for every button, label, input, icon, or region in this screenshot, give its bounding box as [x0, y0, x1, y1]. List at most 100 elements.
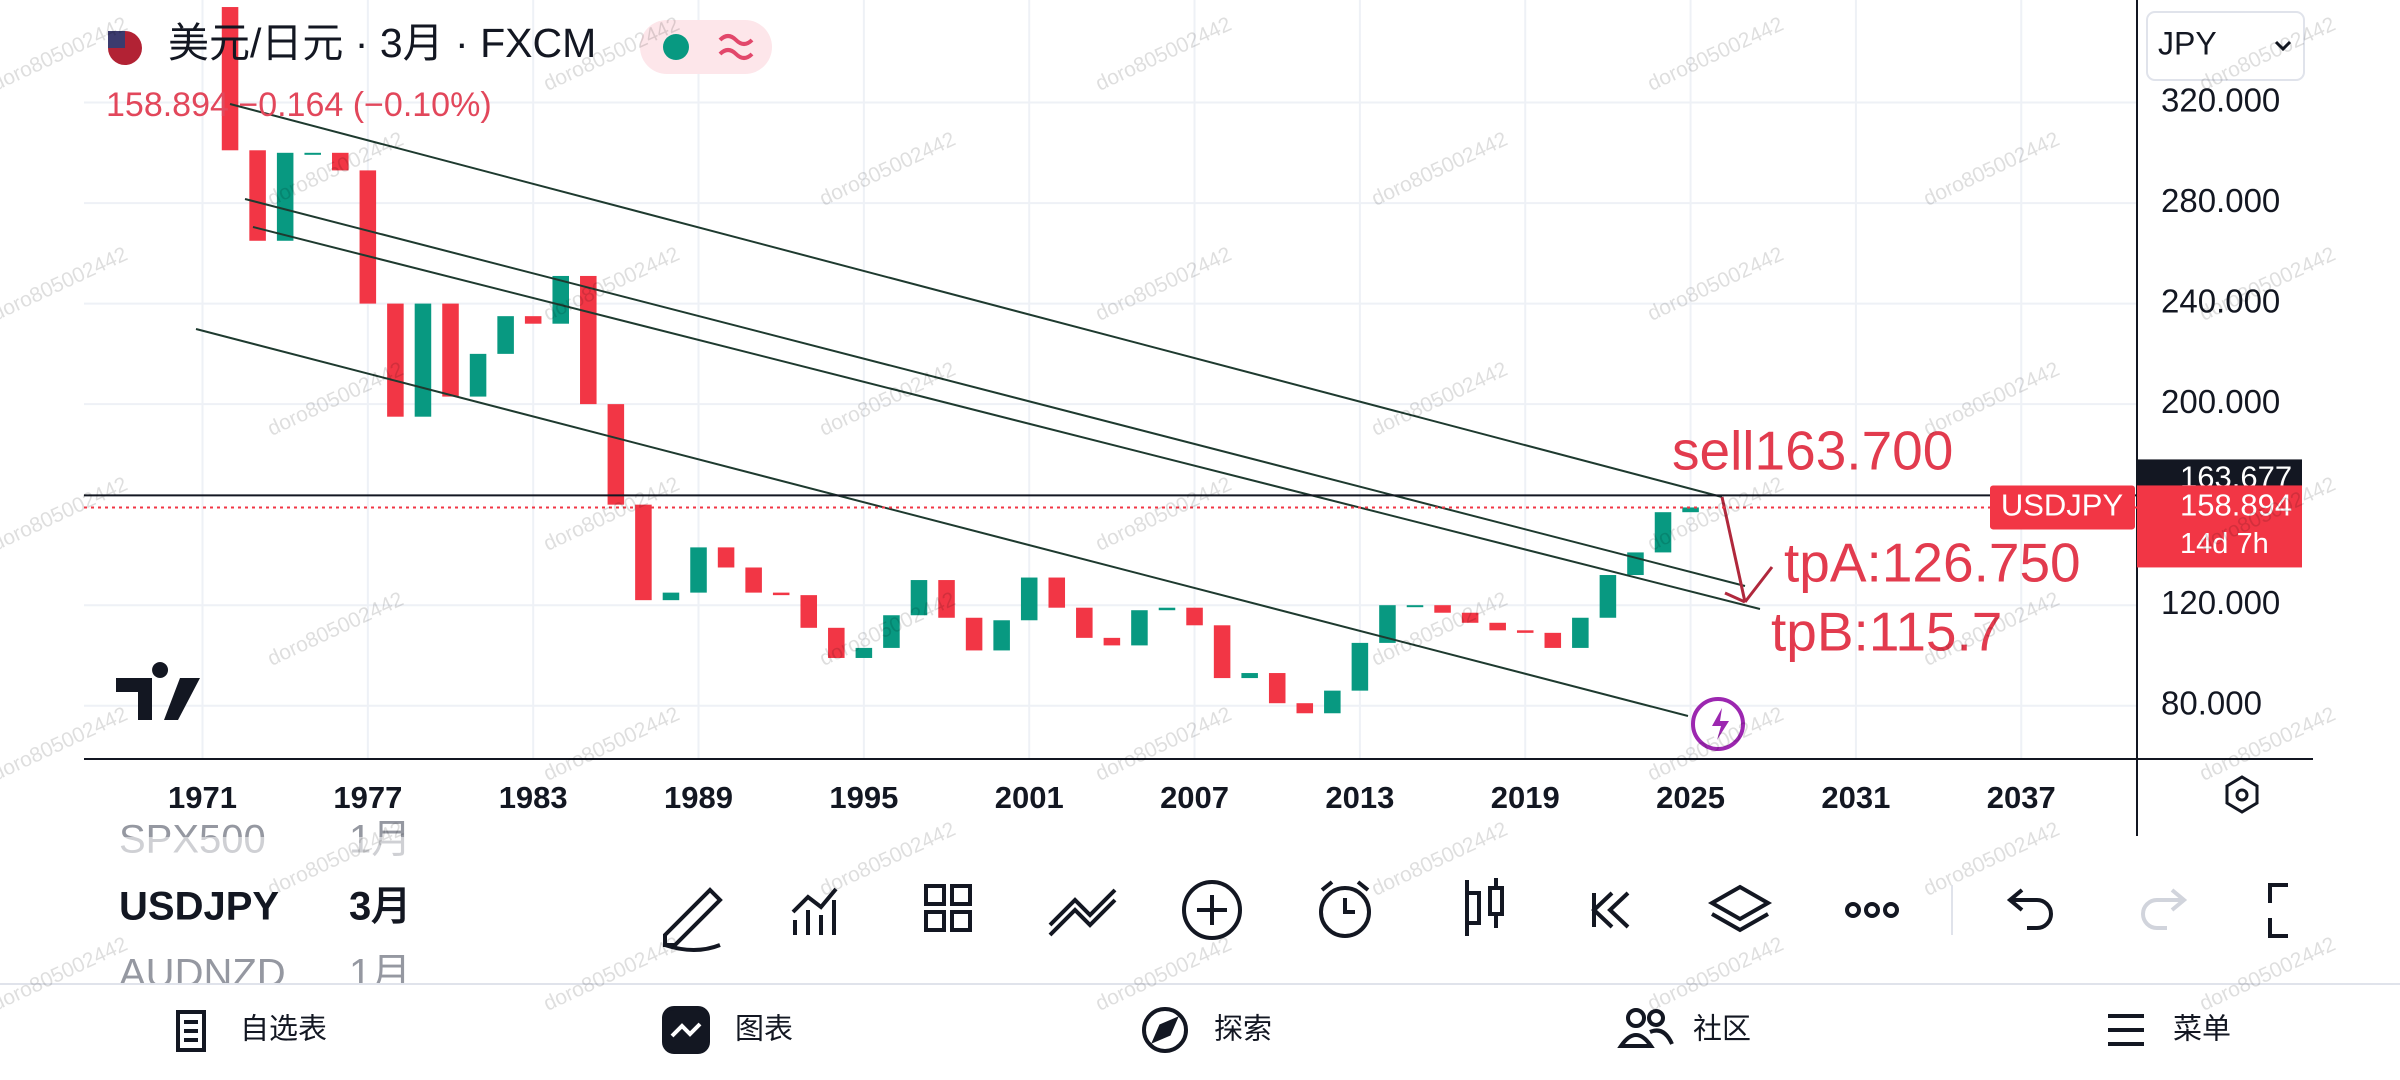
candle [1434, 605, 1451, 613]
watchlist-icon[interactable] [176, 1010, 206, 1052]
trend-line [195, 328, 1689, 717]
compare-icon[interactable] [1048, 888, 1117, 937]
indicator-icon[interactable] [791, 887, 838, 935]
delay-icon [718, 34, 754, 60]
candle [552, 275, 570, 324]
candle [910, 580, 928, 616]
countdown: 14d 7h [2180, 528, 2269, 560]
candle [1241, 673, 1258, 679]
x-tick-label: 1989 [664, 780, 733, 815]
candle [469, 353, 487, 397]
chart-type-icon[interactable] [1465, 878, 1504, 936]
replay-icon[interactable] [1591, 891, 1630, 929]
x-tick-label: 2013 [1325, 780, 1394, 815]
nav-label[interactable]: 自选表 [240, 1013, 327, 1046]
x-tick-label: 2037 [1987, 780, 2056, 815]
candle [1268, 673, 1286, 704]
candle [249, 150, 266, 241]
candle [1654, 512, 1672, 553]
y-tick-label: 80.000 [2161, 684, 2262, 721]
candle [1131, 610, 1148, 646]
alert-bolt [1712, 708, 1729, 740]
nav-label[interactable]: 探索 [1214, 1013, 1272, 1046]
candle [1076, 607, 1093, 638]
candle [1296, 703, 1314, 714]
grid: 1971 1977 1983 1989 1995 2001 2007 2013 2019 2025… [84, 0, 2280, 815]
nav: 自选表 图表 探索 社区 菜单 [240, 1013, 2231, 1046]
candle [717, 547, 735, 568]
candle [662, 592, 680, 601]
candle [1379, 605, 1396, 643]
candle [1682, 507, 1699, 513]
y-tick-label: 240.000 [2161, 282, 2280, 319]
annotation: sell163.700 [1672, 420, 1953, 482]
status-pill[interactable] [640, 20, 772, 74]
candle [332, 152, 349, 171]
candle [1461, 612, 1479, 623]
menu-icon[interactable] [2108, 1014, 2144, 1046]
last-price-label: 158.894 [2180, 488, 2292, 523]
candle [1599, 575, 1617, 618]
flag-icon [108, 31, 125, 48]
draw-icon[interactable] [663, 887, 723, 952]
settings-icon [2235, 788, 2249, 802]
nav-label[interactable]: 图表 [735, 1013, 793, 1046]
candle [442, 303, 459, 397]
quote: 158.894 −0.164 (−0.10%) [106, 86, 492, 124]
candle [1351, 642, 1369, 691]
explore-icon[interactable] [1142, 1007, 1188, 1053]
candle [690, 547, 707, 593]
nav-label[interactable]: 社区 [1693, 1013, 1751, 1046]
trend-line [244, 198, 1746, 587]
annotation: tpB:115.7 [1771, 601, 2002, 663]
x-tick-label: 1971 [168, 780, 237, 815]
settings-icon[interactable] [2225, 775, 2259, 814]
x-tick-label: 2025 [1656, 780, 1725, 815]
y-tick-label: 200.000 [2161, 383, 2280, 420]
candle [1544, 632, 1562, 648]
nav-icons [176, 1006, 2144, 1054]
candle [1489, 622, 1506, 631]
x-tick-label: 1983 [499, 780, 568, 815]
y-tick-label: 280.000 [2161, 182, 2280, 219]
last-price-box [2137, 485, 2302, 568]
more-icon[interactable] [1845, 902, 1861, 918]
candle [1324, 690, 1341, 714]
dropdown-caret [2274, 40, 2292, 52]
candle [304, 152, 321, 155]
redo-icon [2141, 888, 2188, 930]
symbol-box [1990, 485, 2135, 530]
candle [828, 627, 845, 658]
candle [745, 567, 762, 593]
candle [276, 152, 294, 241]
candle [1048, 577, 1066, 608]
y-tick-label: 320.000 [2161, 81, 2280, 118]
alarm-icon[interactable] [1319, 886, 1371, 938]
watch-interval: 3月 [349, 885, 411, 929]
undo-icon[interactable] [2006, 888, 2053, 930]
nav-label[interactable]: 菜单 [2173, 1013, 2231, 1046]
candle [1020, 577, 1038, 621]
candle [524, 316, 542, 324]
fullscreen-icon[interactable] [2268, 883, 2310, 938]
candle [387, 303, 404, 417]
candle [1516, 630, 1534, 633]
community-icon[interactable] [1626, 1008, 1646, 1028]
candle [497, 316, 514, 354]
candle [1103, 637, 1121, 646]
candle [938, 580, 955, 618]
layout-icon[interactable] [924, 884, 972, 932]
toolbar [663, 878, 2310, 952]
y-tick-label: 120.000 [2161, 584, 2280, 621]
trend-lines [195, 103, 1774, 717]
currency-select[interactable] [2146, 11, 2305, 81]
candle [1213, 625, 1231, 679]
x-tick-label: 2019 [1491, 780, 1560, 815]
layers-icon[interactable] [1707, 884, 1773, 933]
fade [0, 837, 680, 859]
x-tick-label: 2001 [995, 780, 1064, 815]
add-icon[interactable] [1182, 880, 1242, 940]
candle [800, 595, 818, 628]
watch-symbol[interactable]: USDJPY [119, 885, 279, 929]
candle [965, 617, 983, 651]
